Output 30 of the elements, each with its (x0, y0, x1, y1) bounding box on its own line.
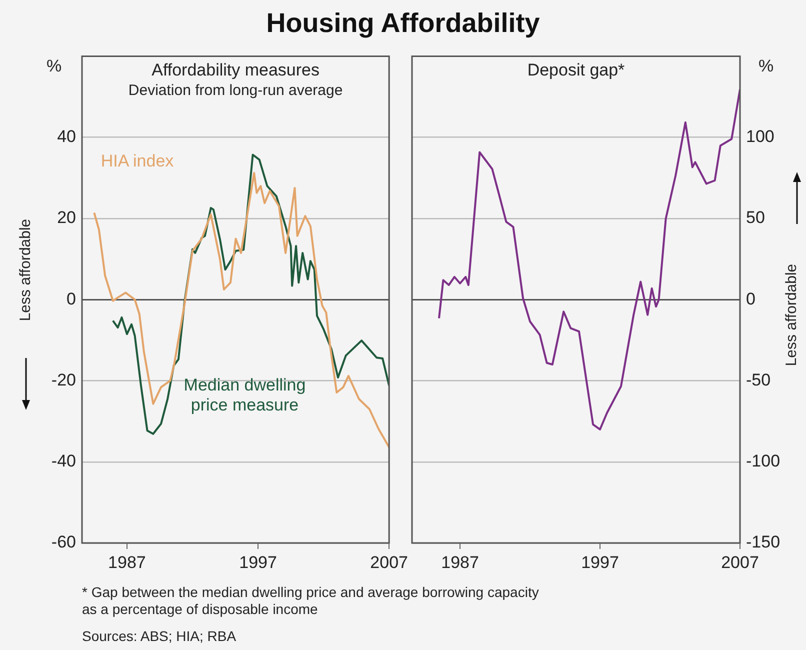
text: * Gap between the median dwelling price and average borrowing capacity as a percentage of disposable income (82, 584, 540, 618)
y-tick-label: 50 (746, 208, 765, 228)
y-tick-label: -20 (51, 370, 76, 390)
x-tick-label: 2007 (721, 552, 759, 572)
y-tick-label: 0 (746, 289, 756, 308)
series-label: Median dwelling price measure (184, 376, 306, 415)
y-tick-label: 40 (57, 127, 76, 146)
y-tick-label: 20 (57, 208, 76, 228)
x-tick-label: 1997 (581, 552, 619, 572)
text: Less affordable (783, 264, 800, 366)
y-tick-label: -40 (51, 452, 76, 471)
text: Deviation from long-run average (128, 82, 343, 99)
source-note: Sources: ABS; HIA; RBA (82, 628, 236, 644)
x-tick-label: 1987 (441, 552, 479, 572)
y-axis-title: % (758, 56, 774, 76)
text: Less affordable (17, 218, 34, 322)
x-tick-label: 1997 (239, 552, 277, 572)
y-tick-label: 0 (66, 289, 76, 308)
y-tick-label: -50 (746, 370, 771, 390)
y-tick-label: -60 (51, 532, 76, 552)
chart-title: Deposit gap* (527, 60, 626, 80)
y-axis-title: % (46, 56, 62, 76)
y-tick-label: -100 (746, 452, 780, 471)
text: Housing Affordability (265, 8, 541, 39)
chart-title: Affordability measures (152, 60, 320, 80)
x-tick-label: 2007 (370, 552, 408, 572)
text: HIA index (100, 152, 174, 171)
y-tick-label: 100 (746, 127, 774, 146)
x-tick-label: 1987 (108, 552, 146, 572)
y-tick-label: -150 (746, 532, 780, 552)
